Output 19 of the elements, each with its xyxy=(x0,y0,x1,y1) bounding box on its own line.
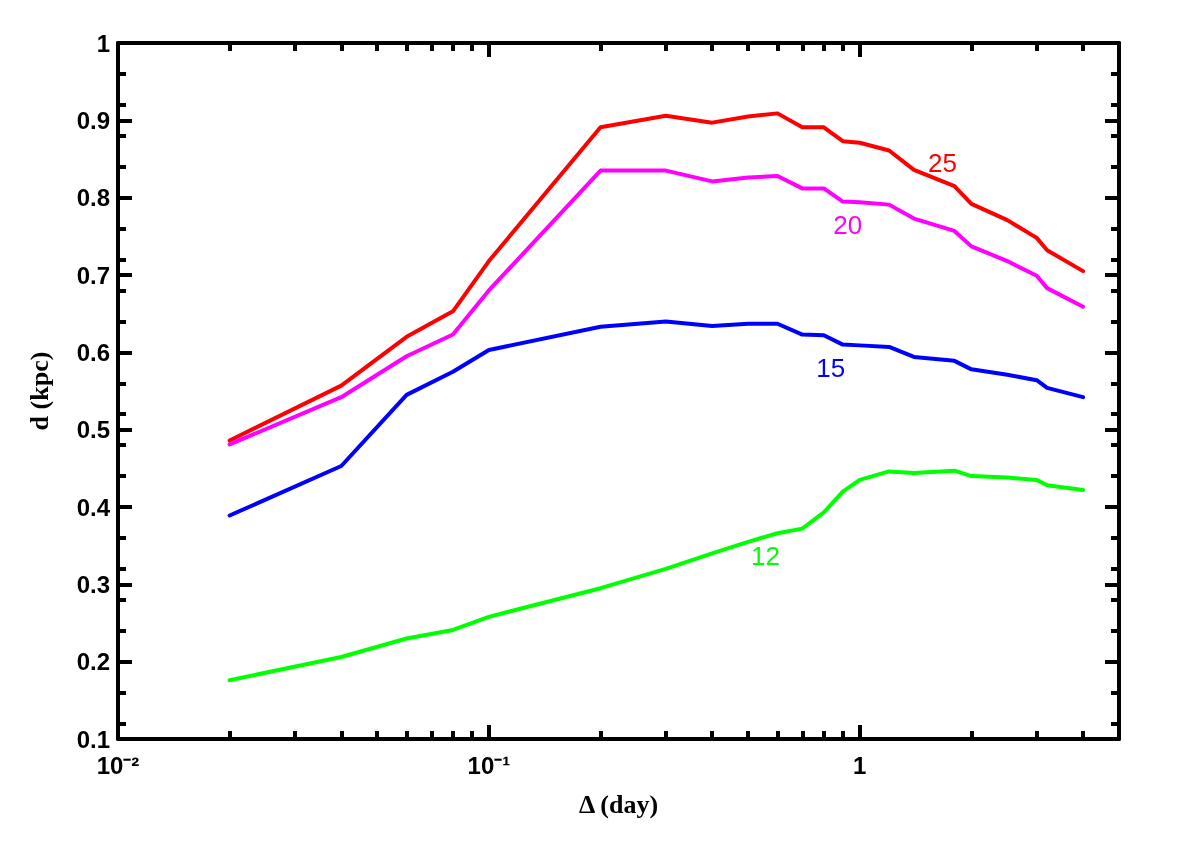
x-tick-label: 10⁻¹ xyxy=(467,751,511,779)
y-tick-label: 1 xyxy=(96,29,110,57)
y-tick-label: 0.3 xyxy=(76,570,110,598)
y-tick-label: 0.6 xyxy=(76,338,110,366)
series-label: 12 xyxy=(751,541,780,572)
x-tick-label: 1 xyxy=(853,751,867,779)
y-tick-label: 0.9 xyxy=(76,106,110,134)
y-tick-label: 0.7 xyxy=(76,261,110,289)
series-label: 25 xyxy=(927,148,957,179)
series-label: 15 xyxy=(816,352,846,383)
y-tick-label: 0.8 xyxy=(76,184,110,212)
y-tick-label: 0.2 xyxy=(76,648,110,676)
y-axis-title: d (kpc) xyxy=(24,351,54,431)
x-axis-title: Δ (day) xyxy=(578,789,659,819)
y-tick-label: 0.1 xyxy=(76,725,110,753)
x-tick-label: 10⁻² xyxy=(96,751,140,779)
y-tick-label: 0.5 xyxy=(76,416,110,444)
y-tick-label: 0.4 xyxy=(76,493,111,521)
series-label: 20 xyxy=(833,210,863,241)
